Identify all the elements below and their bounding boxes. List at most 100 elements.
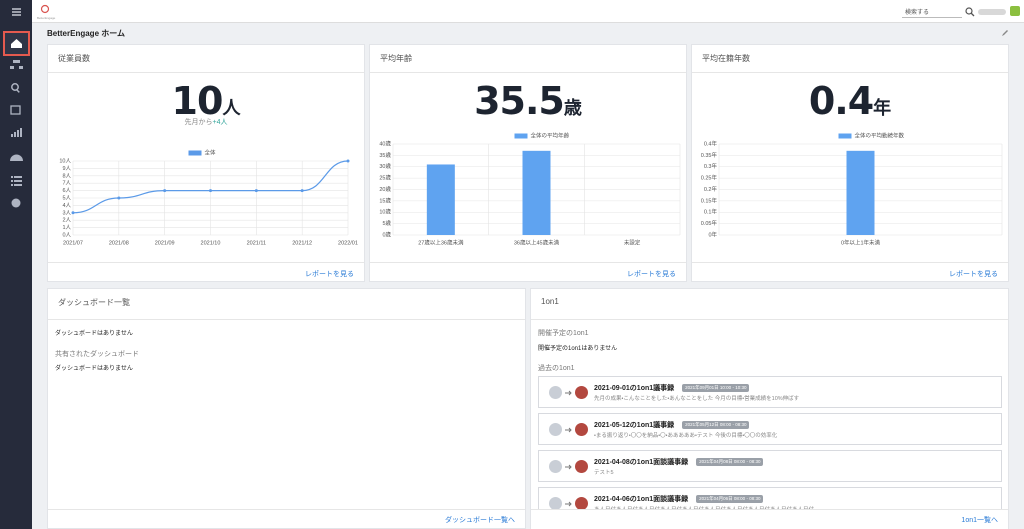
sidebar-icons [3,8,30,208]
top-bar: BetterEngage 検索する [32,0,1024,23]
y-tick-label: 9人 [62,166,71,172]
bar-chart: 全体の平均年齢 0歳 5歳 10歳 15歳 20歳 25歳 30歳 35歳 40歳 27歳以上36歳… [379,131,681,246]
item-summary: ・まる振り返り・〇〇を納品・〇・あああああ・テスト 今後の目標・〇〇の効率化 [594,433,778,439]
x-tick-label: 2021/07 [63,240,83,246]
one-on-one-item[interactable]: 2021-04-08の1on1面談議事録 2021年04月08日 08:00 - … [538,450,1002,482]
legend-label: 全体 [205,148,217,156]
y-tick-label: 0.4年 [704,139,718,147]
section-title: 開催予定の1on1 [538,330,589,337]
legend-swatch [188,150,202,156]
y-tick-label: 35歳 [379,151,391,159]
y-tick-label: 10歳 [379,208,391,216]
divider [48,319,525,320]
report-link[interactable]: レポートを見る [949,271,998,278]
kpi-unit: 人 [222,98,241,118]
point [254,189,258,193]
card-title: 平均年齢 [380,54,412,63]
arrow [565,464,572,470]
card-title: 平均在籍年数 [702,54,750,63]
search-icon[interactable] [965,7,975,17]
divider [370,262,686,263]
kpi-card: 平均在籍年数 0.4年 全体の平均勤続年数 0年 0.05年 0.1年 0.15年 0.2… [691,44,1009,282]
y-tick-label: 0人 [62,232,71,238]
item-title-row: 2021-09-01の1on1議事録 2021年09月01日 10:00 - 10… [594,383,750,393]
one-on-one-item[interactable]: 2021-05-12の1on1議事録 2021年05月12日 08:00 - 08… [538,413,1002,445]
x-tick-label: 2021/08 [109,240,129,246]
x-tick-label: 2021/09 [155,240,175,246]
kpi-value: 0.4 [808,79,874,123]
legend-swatch [838,133,852,139]
legend-label: 全体の平均年齢 [531,131,570,139]
y-tick-label: 0年 [708,230,717,238]
change-value: +4人 [212,119,228,126]
report-link[interactable]: レポートを見る [627,271,676,278]
point [346,159,350,163]
item-title-row: 2021-04-08の1on1面談議事録 2021年04月08日 08:00 - … [594,457,764,467]
item-date: 2021年05月12日 08:00 - 08:30 [682,421,750,430]
y-tick-label: 25歳 [379,174,391,182]
y-tick-label: 0.2年 [704,185,718,193]
avatar [575,460,588,473]
logo-icon [40,4,50,14]
bar [522,150,551,235]
x-tick-label: 2022/01 [338,240,358,246]
report-link[interactable]: レポートを見る [305,271,354,278]
one-on-one-item[interactable]: 2021-09-01の1on1議事録 2021年09月01日 10:00 - 10… [538,376,1002,408]
point [209,189,212,193]
card-title: 1on1 [541,297,559,306]
page-title: BetterEngage ホーム [47,29,125,38]
y-tick-label: 40歳 [379,139,391,147]
y-tick-label: 4人 [62,203,71,209]
item-date: 2021年09月01日 10:00 - 10:30 [682,384,750,393]
item-title-row: 2021-05-12の1on1議事録 2021年05月12日 08:00 - 08… [594,420,750,430]
avatar [549,423,562,436]
y-tick-label: 20歳 [379,185,391,193]
kpi-unit: 年 [873,98,892,118]
kpi-card: 従業員数 10人 先月から+4人 全体 0人 1人 2人 3人 4人 5人 6人 7人 8人 9人 1… [47,44,365,282]
y-tick-label: 3人 [62,210,71,216]
one-on-one-link[interactable]: 1on1一覧へ [961,517,998,524]
search-input[interactable]: 検索する [902,7,962,18]
dashboards-card: ダッシュボード一覧 ダッシュボードはありません 共有されたダッシュボード ダッシ… [47,288,526,529]
y-tick-label: 0.25年 [701,174,718,182]
point [300,189,304,193]
kpi: 0.4年 [692,79,1008,123]
kpi: 10人 [48,79,364,123]
divider [48,72,364,73]
y-tick-label: 5歳 [382,219,391,227]
section-title: 過去の1on1 [538,365,575,372]
card-title: 従業員数 [58,54,90,63]
point [163,189,167,193]
change-prefix: 先月から [184,119,213,126]
y-tick-label: 0.3年 [704,162,718,170]
item-date: 2021年04月06日 08:00 - 08:30 [696,495,764,504]
item-summary: 先月の成果・こんなことをした・あんなことをした 今月の目標・営業成績を10%伸ば… [594,396,800,402]
x-tick-label: 27歳以上36歳未満 [418,238,464,246]
bar [846,150,875,235]
avatar [575,497,588,510]
one-on-one-card: 1on1 開催予定の1on1 開催予定の1on1はありません 過去の1on1 2… [530,288,1009,529]
y-tick-label: 6人 [62,188,71,194]
y-tick-label: 0.05年 [701,219,718,227]
legend-label: 全体の平均勤続年数 [855,131,905,139]
edit-icon[interactable] [1000,28,1010,38]
avatar [549,497,562,510]
dashboards-link[interactable]: ダッシュボード一覧へ [445,517,515,524]
x-tick-label: 未設定 [624,238,641,246]
item-date: 2021年04月08日 08:00 - 08:30 [696,458,764,467]
x-tick-label: 2021/12 [292,240,312,246]
avatar[interactable] [1010,6,1020,16]
divider [370,72,686,73]
y-tick-label: 10人 [59,158,71,164]
x-tick-label: 36歳以上45歳未満 [514,238,560,246]
kpi: 35.5歳 [370,79,686,123]
logo-text: BetterEngage [37,16,56,20]
bar-chart: 全体の平均勤続年数 0年 0.05年 0.1年 0.15年 0.2年 0.25年 0.3年 0.… [701,131,1003,246]
arrow [565,427,572,433]
avatar [549,460,562,473]
y-tick-label: 2人 [62,218,71,224]
y-tick-label: 0.1年 [704,208,718,216]
y-tick-label: 5人 [62,195,71,201]
kpi-value: 10 [171,79,224,123]
